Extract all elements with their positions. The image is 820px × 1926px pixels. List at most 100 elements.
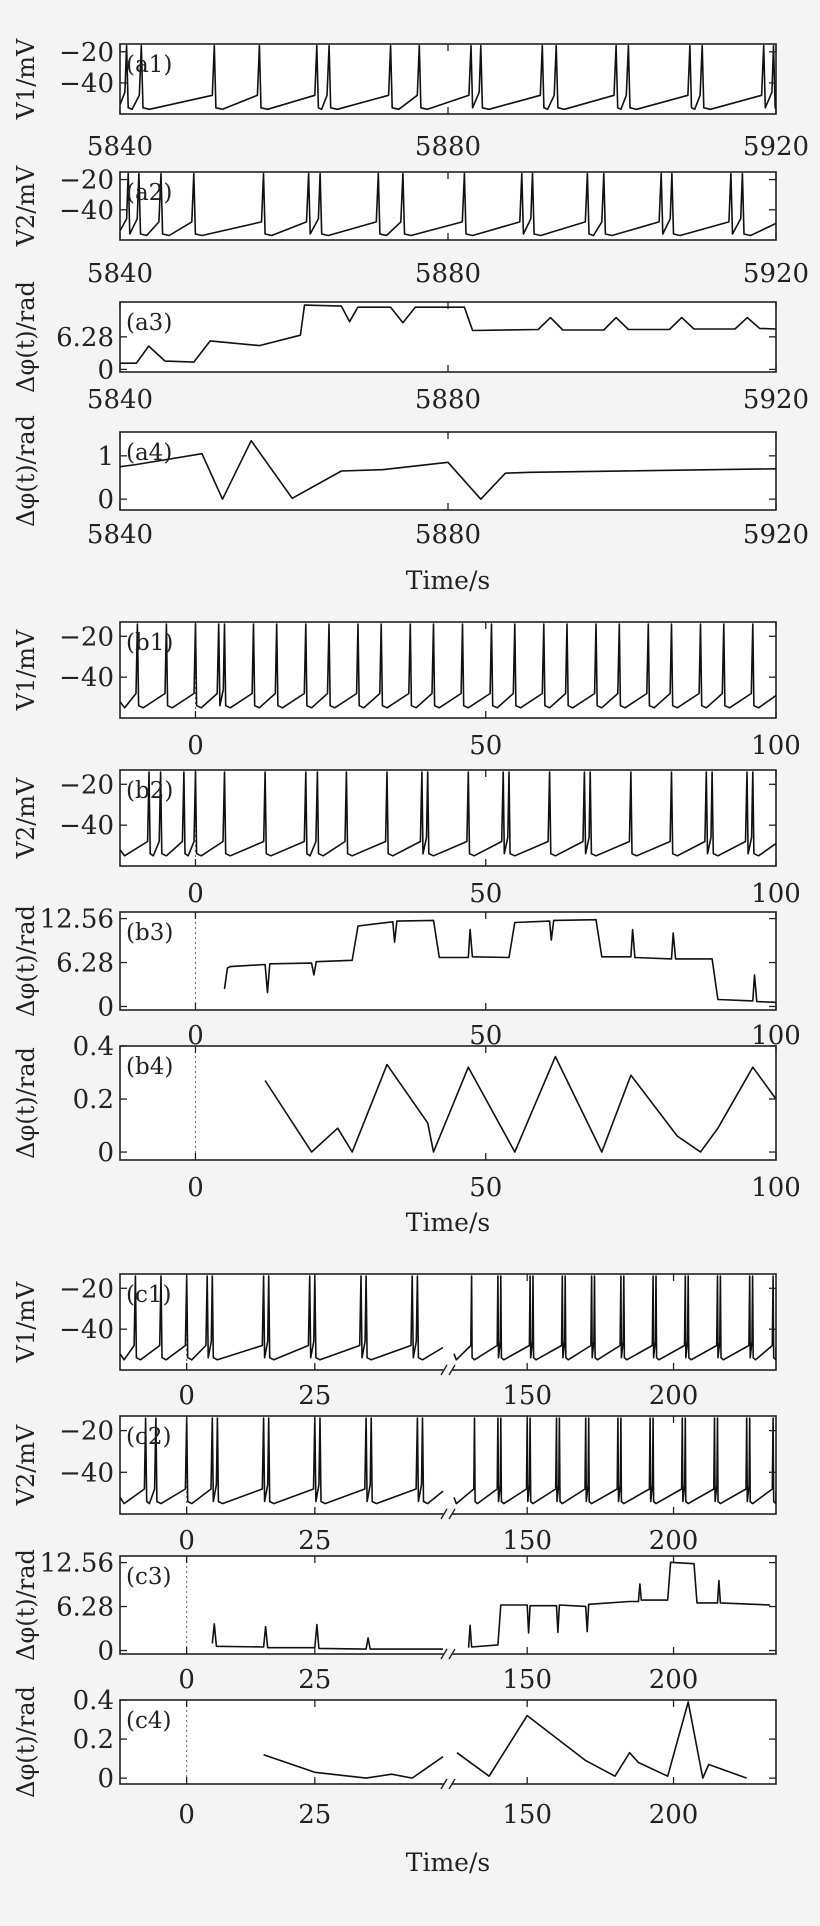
panel-frame (119, 1045, 777, 1161)
panel-a1: −20−40 5840 5880 5920 (a1) V1/mV (12, 38, 809, 162)
y-tick-label: 0.2 (73, 1085, 114, 1115)
trace-group (120, 439, 776, 500)
y-tick-label: 0 (97, 1764, 114, 1794)
x-tick-label: 25 (298, 1381, 331, 1411)
y-axis-label: V2/mV (12, 165, 40, 247)
panel-c4: 0 0.2 0.4 0 25 150 200 (c4) Δφ(t)/rad (12, 1686, 777, 1830)
x-tick-label: 25 (298, 1526, 331, 1556)
y-tick-label: −40 (59, 69, 114, 99)
panel-a2: −20−40 5840 5880 5920 (a2) V2/mV (12, 165, 809, 289)
panel-tag: (b1) (126, 630, 173, 656)
chart-group-b: −20 −40 0 50 100 (b1) V1/mV −20 −40 0 50 100 (b2) V2/… (12, 621, 801, 1237)
y-axis-label: V1/mV (12, 38, 40, 120)
panel-tag: (c1) (126, 1282, 171, 1308)
panel-tag: (c2) (126, 1424, 171, 1450)
y-axis-label: Δφ(t)/rad (12, 905, 40, 1017)
trace-group (120, 304, 776, 364)
panel-tag: (c4) (126, 1708, 171, 1734)
x-tick-label: 5880 (415, 385, 481, 415)
x-tick-label: 200 (649, 1381, 699, 1411)
x-tick-label: 5920 (743, 259, 809, 289)
trace-line (264, 1055, 776, 1153)
x-tick-label: 100 (751, 731, 801, 761)
panel-tag: (a3) (126, 310, 172, 336)
x-tick-label: 5880 (415, 259, 481, 289)
x-tick-label: 200 (649, 1665, 699, 1695)
panel-frame (119, 1699, 777, 1785)
panel-frame (119, 769, 777, 867)
x-axis-title: Time/s (406, 1848, 490, 1877)
x-tick-label: 100 (751, 1173, 801, 1203)
trace-group (120, 623, 776, 709)
panel-b2: −20 −40 0 50 100 (b2) V2/mV (12, 769, 801, 909)
y-tick-label: 0 (97, 1637, 114, 1667)
y-tick-label: −20 (59, 1274, 114, 1304)
y-tick-label: −20 (59, 1417, 114, 1447)
axis-break-mark (440, 1508, 448, 1520)
trace-line-seg1 (453, 1275, 776, 1361)
trace-line-seg0 (263, 1753, 444, 1779)
x-tick-label: 0 (178, 1800, 195, 1830)
x-tick-label: 5920 (743, 520, 809, 550)
trace-line (120, 771, 776, 857)
y-tick-label: 1 (97, 442, 114, 472)
chart-group-c: −20 −40 0 25 150 200 (c1) V1/mV −20 −40 0 25 150 200 (… (12, 1273, 777, 1877)
trace-group (120, 1275, 776, 1361)
panel-c3: 0 6.28 12.56 0 25 150 200 (c3) Δφ(t)/rad (12, 1549, 777, 1695)
axis-break-mark (448, 1648, 456, 1660)
axis-break-mark (440, 1364, 448, 1376)
trace-line (120, 439, 776, 500)
x-tick-label: 5920 (743, 132, 809, 162)
panel-frame (119, 43, 777, 115)
x-tick-label: 200 (649, 1526, 699, 1556)
y-axis-label: V1/mV (12, 629, 40, 711)
y-tick-label: 0.4 (73, 1032, 114, 1062)
x-tick-label: 50 (469, 1173, 502, 1203)
x-tick-label: 5840 (87, 520, 153, 550)
trace-line (120, 304, 776, 364)
trace-line-seg0 (120, 1417, 444, 1505)
x-tick-label: 5840 (87, 132, 153, 162)
y-axis-label: V2/mV (12, 777, 40, 859)
trace-line-seg1 (453, 1417, 776, 1505)
x-tick-label: 0 (178, 1665, 195, 1695)
y-tick-label: −40 (59, 196, 114, 226)
x-tick-label: 25 (298, 1800, 331, 1830)
trace-group (120, 172, 776, 237)
x-tick-label: 5880 (415, 520, 481, 550)
panel-tag: (b3) (126, 920, 173, 946)
panel-frame (119, 1273, 777, 1371)
panel-tag: (b2) (126, 778, 173, 804)
y-tick-label: 0 (97, 485, 114, 515)
panel-frame (119, 911, 777, 1011)
x-tick-label: 0 (178, 1526, 195, 1556)
x-tick-label: 50 (469, 731, 502, 761)
panel-a3: 06.28 5840 5880 5920 (a3) Δφ(t)/rad (12, 281, 809, 415)
x-tick-label: 200 (649, 1800, 699, 1830)
y-tick-label: −40 (59, 1458, 114, 1488)
trace-line (223, 918, 776, 1004)
panel-tag: (b4) (126, 1054, 173, 1080)
axis-break-mark (448, 1508, 456, 1520)
panel-tag: (a4) (126, 440, 172, 466)
trace-line-seg0 (120, 1275, 444, 1361)
trace-group (120, 771, 776, 857)
y-tick-label: 6.28 (56, 323, 114, 353)
y-tick-label: −20 (59, 622, 114, 652)
trace-group (263, 1701, 747, 1779)
panel-frame (119, 171, 777, 241)
axis-break-mark (448, 1364, 456, 1376)
trace-group (223, 918, 776, 1004)
panel-c1: −20 −40 0 25 150 200 (c1) V1/mV (12, 1273, 777, 1411)
y-axis-label: Δφ(t)/rad (12, 281, 40, 393)
x-tick-label: 0 (178, 1381, 195, 1411)
x-tick-label: 5840 (87, 385, 153, 415)
y-axis-label: Δφ(t)/rad (12, 1047, 40, 1159)
trace-line (120, 623, 776, 709)
x-tick-label: 100 (751, 879, 801, 909)
axis-break-mark (448, 1778, 456, 1790)
x-axis-title: Time/s (406, 566, 490, 595)
y-axis-label: V2/mV (12, 1424, 40, 1506)
x-tick-label: 50 (469, 879, 502, 909)
